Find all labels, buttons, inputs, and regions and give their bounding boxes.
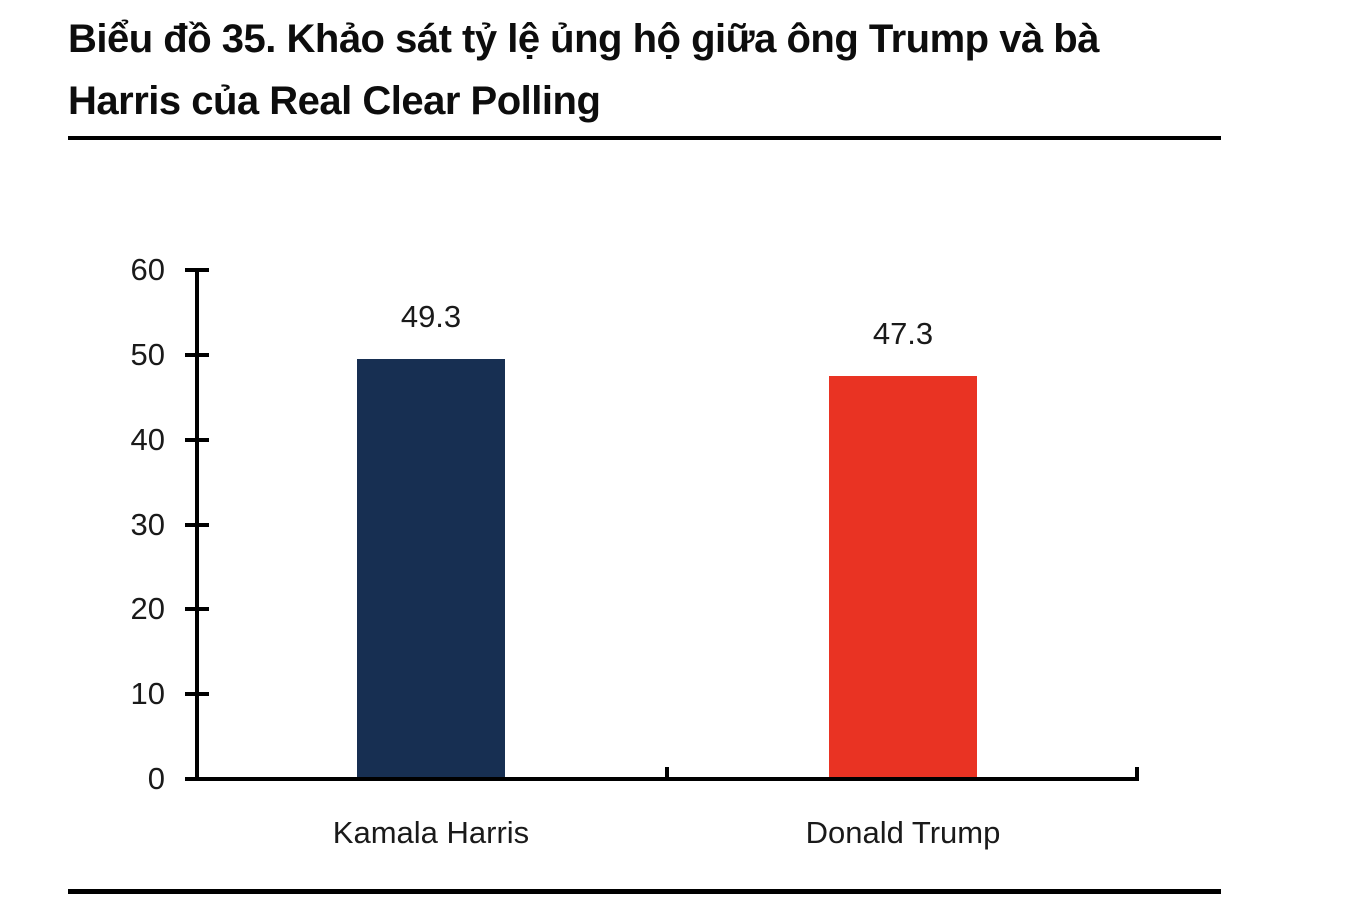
x-boundary-tick — [1135, 767, 1139, 781]
title-separator-rule — [68, 136, 1221, 140]
y-tick-mark — [185, 268, 209, 272]
y-tick-mark — [185, 437, 209, 442]
y-tick-label: 10 — [130, 676, 165, 712]
y-tick-mark — [185, 352, 209, 357]
chart-title-line-2: Harris của Real Clear Polling — [68, 79, 601, 123]
y-tick-label: 0 — [147, 761, 165, 796]
bar-kamala-harris — [357, 358, 505, 777]
y-tick-label: 50 — [130, 336, 165, 372]
x-category-label: Donald Trump — [805, 815, 1001, 850]
bar-donald-trump — [829, 375, 977, 777]
y-tick-mark — [185, 607, 209, 612]
y-tick-mark — [185, 777, 209, 781]
y-tick-mark — [185, 522, 209, 527]
bar-value-label: 49.3 — [400, 298, 462, 334]
bar-value-label: 47.3 — [872, 315, 934, 351]
y-tick-label: 60 — [130, 252, 165, 287]
x-category-label: Kamala Harris — [332, 815, 530, 850]
y-tick-label: 40 — [130, 421, 165, 457]
x-boundary-tick — [665, 767, 669, 781]
page-bottom-rule — [68, 889, 1221, 894]
chart-title: Biểu đồ 35. Khảo sát tỷ lệ ủng hộ giữa ô… — [68, 8, 1248, 132]
y-tick-label: 30 — [130, 506, 165, 542]
y-tick-mark — [185, 692, 209, 697]
y-tick-label: 20 — [130, 591, 165, 627]
chart-title-line-1: Biểu đồ 35. Khảo sát tỷ lệ ủng hộ giữa ô… — [68, 17, 1100, 61]
